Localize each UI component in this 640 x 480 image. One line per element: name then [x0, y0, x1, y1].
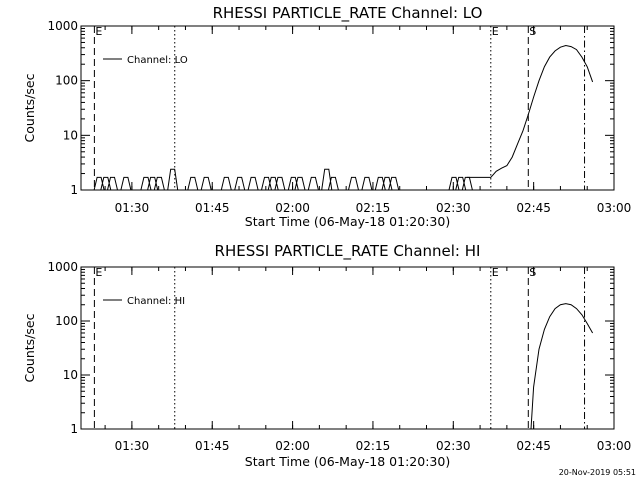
y-tick-label: 1	[70, 422, 78, 436]
hi-channel-panel: RHESSI PARTICLE_RATE Channel: HI Counts/s…	[22, 242, 631, 469]
lo-channel-panel: RHESSI PARTICLE_RATE Channel: LO Counts/s…	[22, 4, 631, 229]
x-tick-label: 02:00	[275, 439, 310, 453]
chart-title: RHESSI PARTICLE_RATE Channel: LO	[213, 4, 483, 23]
event-marker-label: E	[95, 25, 102, 38]
x-tick-label: 02:45	[516, 201, 551, 215]
x-tick-label: 02:15	[356, 439, 391, 453]
event-marker-label: S	[529, 25, 536, 38]
series-line	[530, 303, 594, 430]
y-tick-label: 1	[70, 183, 78, 197]
background-count-noise	[93, 168, 473, 191]
event-marker-label: E	[492, 266, 499, 279]
x-tick-label: 01:45	[195, 201, 230, 215]
y-tick-label: 1000	[47, 19, 78, 33]
event-marker-label: S	[529, 266, 536, 279]
plot-frame	[80, 25, 615, 191]
legend-label: Channel: HI	[127, 296, 185, 307]
x-tick-label: 02:15	[356, 201, 391, 215]
chart-title: RHESSI PARTICLE_RATE Channel: HI	[215, 242, 481, 261]
x-axis-label: Start Time (06-May-18 01:20:30)	[245, 214, 450, 229]
y-axis-label: Counts/sec	[22, 313, 37, 382]
y-tick-label: 10	[63, 128, 78, 142]
creation-timestamp: 20-Nov-2019 05:51	[559, 468, 636, 477]
x-tick-label: 01:30	[115, 201, 150, 215]
y-tick-label: 100	[55, 314, 78, 328]
y-axis-label: Counts/sec	[22, 73, 37, 142]
event-marker-label: E	[492, 25, 499, 38]
event-marker-label: E	[95, 266, 102, 279]
series-line	[466, 44, 594, 178]
x-axis-label: Start Time (06-May-18 01:20:30)	[245, 454, 450, 469]
x-tick-label: 02:00	[275, 201, 310, 215]
x-tick-label: 03:00	[597, 439, 632, 453]
y-tick-label: 10	[63, 368, 78, 382]
plot-frame	[80, 266, 615, 430]
x-tick-label: 03:00	[597, 201, 632, 215]
x-tick-label: 01:30	[115, 439, 150, 453]
x-tick-label: 02:45	[516, 439, 551, 453]
y-tick-label: 1000	[47, 260, 78, 274]
legend-label: Channel: LO	[127, 55, 188, 66]
x-tick-label: 02:30	[436, 201, 471, 215]
y-tick-label: 100	[55, 74, 78, 88]
x-tick-label: 02:30	[436, 439, 471, 453]
x-tick-label: 01:45	[195, 439, 230, 453]
